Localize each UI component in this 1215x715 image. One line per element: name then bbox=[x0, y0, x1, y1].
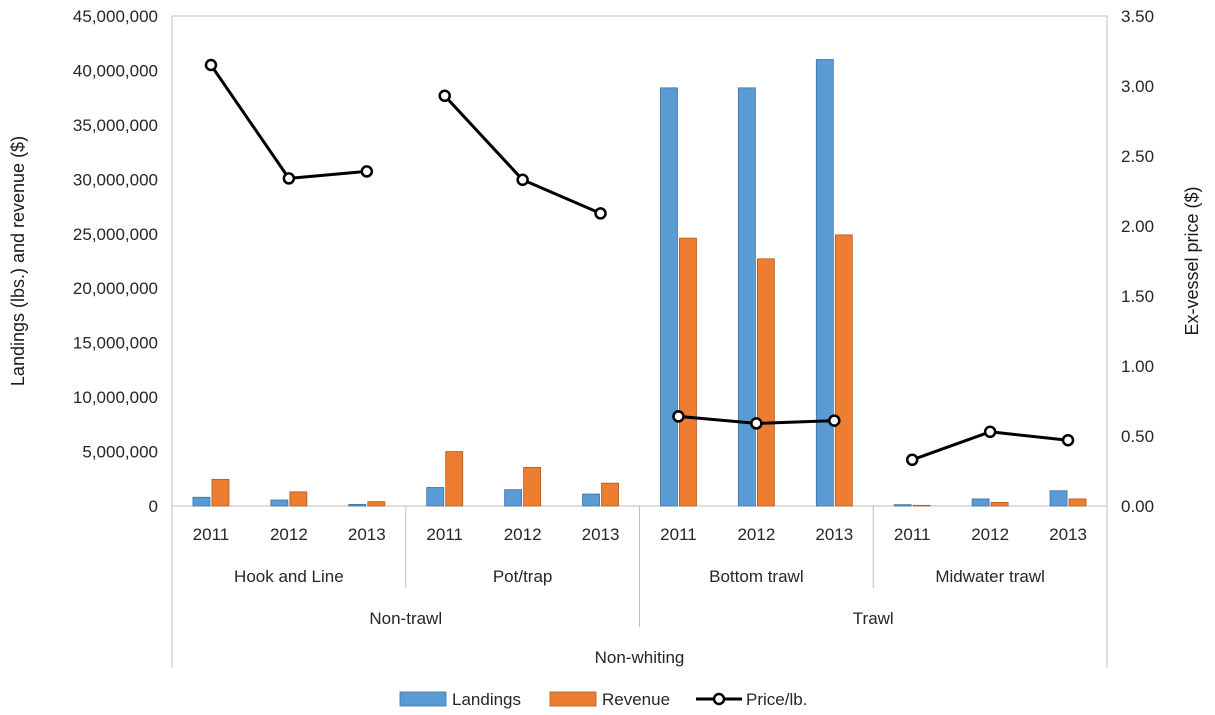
price-point bbox=[750, 417, 763, 430]
y-tick-label: 10,000,000 bbox=[73, 388, 158, 407]
bar-revenue bbox=[834, 234, 853, 507]
bar-revenue bbox=[445, 451, 464, 507]
price-point bbox=[905, 453, 919, 467]
x-tick-label: 2011 bbox=[894, 525, 931, 544]
category-supergroup-label: Non-trawl bbox=[369, 609, 442, 628]
category-group-label: Pot/trap bbox=[493, 567, 553, 586]
x-tick-label: 2012 bbox=[971, 525, 1009, 544]
category-group-label: Midwater trawl bbox=[935, 567, 1045, 586]
y2-tick-label: 0.00 bbox=[1121, 497, 1154, 516]
bar-revenue bbox=[601, 482, 619, 507]
price-point bbox=[360, 165, 374, 178]
y-tick-label: 40,000,000 bbox=[73, 61, 158, 80]
price-point bbox=[516, 173, 529, 187]
bar-revenue bbox=[289, 491, 308, 507]
x-tick-label: 2011 bbox=[660, 525, 697, 544]
y-tick-label: 45,000,000 bbox=[73, 7, 158, 26]
x-tick-label: 2011 bbox=[426, 525, 463, 544]
price-point bbox=[828, 414, 841, 427]
price-line bbox=[443, 94, 602, 215]
y2-axis-title: Ex-vessel price ($) bbox=[1182, 186, 1202, 335]
y-axis-title: Landings (lbs.) and revenue ($) bbox=[8, 136, 28, 386]
plot-area bbox=[171, 15, 1108, 507]
price-point bbox=[672, 410, 685, 423]
price-line bbox=[209, 64, 367, 180]
y2-tick-label: 1.50 bbox=[1121, 287, 1154, 306]
y-tick-label: 5,000,000 bbox=[82, 443, 158, 462]
y2-tick-label: 2.50 bbox=[1121, 147, 1154, 166]
bar-landings bbox=[971, 498, 990, 507]
x-tick-label: 2012 bbox=[270, 525, 308, 544]
y-tick-label: 0 bbox=[149, 497, 158, 516]
price-point bbox=[282, 172, 296, 185]
x-tick-label: 2013 bbox=[815, 525, 853, 544]
legend-label-landings: Landings bbox=[452, 690, 521, 709]
bar-landings bbox=[270, 499, 289, 507]
y2-tick-label: 3.50 bbox=[1121, 7, 1154, 26]
y2-tick-label: 1.00 bbox=[1121, 357, 1154, 376]
y2-tick-label: 3.00 bbox=[1121, 77, 1154, 96]
y-tick-label: 35,000,000 bbox=[73, 116, 158, 135]
y-tick-label: 30,000,000 bbox=[73, 170, 158, 189]
category-group-label: Hook and Line bbox=[234, 567, 344, 586]
bar-landings bbox=[893, 504, 912, 507]
bar-revenue bbox=[679, 237, 697, 507]
category-topgroup-label: Non-whiting bbox=[595, 648, 685, 667]
bar-landings bbox=[737, 87, 756, 507]
bar-landings bbox=[504, 489, 523, 507]
bar-landings bbox=[582, 493, 600, 507]
y-tick-label: 25,000,000 bbox=[73, 225, 158, 244]
price-point bbox=[594, 207, 607, 220]
x-tick-label: 2013 bbox=[1049, 525, 1087, 544]
legend-swatch-landings bbox=[399, 691, 447, 707]
bar-landings bbox=[348, 503, 367, 507]
bar-revenue bbox=[211, 478, 230, 507]
legend-label-price: Price/lb. bbox=[746, 690, 807, 709]
x-tick-label: 2012 bbox=[737, 525, 775, 544]
bar-landings bbox=[815, 59, 834, 507]
y2-tick-label: 2.00 bbox=[1121, 217, 1154, 236]
category-group-label: Bottom trawl bbox=[709, 567, 803, 586]
x-tick-label: 2012 bbox=[504, 525, 542, 544]
price-point bbox=[438, 89, 451, 103]
y-tick-label: 15,000,000 bbox=[73, 334, 158, 353]
price-point bbox=[1061, 433, 1075, 447]
bar-revenue bbox=[756, 258, 775, 507]
x-tick-label: 2013 bbox=[348, 525, 386, 544]
x-tick-label: 2013 bbox=[582, 525, 620, 544]
y2-tick-label: 0.50 bbox=[1121, 427, 1154, 446]
bar-landings bbox=[192, 496, 211, 507]
y-tick-label: 20,000,000 bbox=[73, 279, 158, 298]
legend-label-revenue: Revenue bbox=[602, 690, 670, 709]
x-tick-label: 2011 bbox=[193, 525, 230, 544]
bar-revenue bbox=[523, 466, 542, 507]
bar-landings bbox=[426, 487, 445, 507]
bar-landings bbox=[1049, 490, 1068, 507]
price-point bbox=[983, 425, 997, 439]
bar-revenue bbox=[990, 502, 1009, 507]
bar-revenue bbox=[1068, 498, 1087, 507]
category-supergroup-label: Trawl bbox=[853, 609, 894, 628]
bar-revenue bbox=[367, 501, 386, 507]
legend-swatch-price-marker bbox=[712, 692, 726, 706]
bar-revenue bbox=[912, 504, 931, 507]
bar-landings bbox=[660, 87, 678, 507]
price-point bbox=[204, 58, 218, 72]
legend-swatch-revenue bbox=[549, 691, 597, 707]
